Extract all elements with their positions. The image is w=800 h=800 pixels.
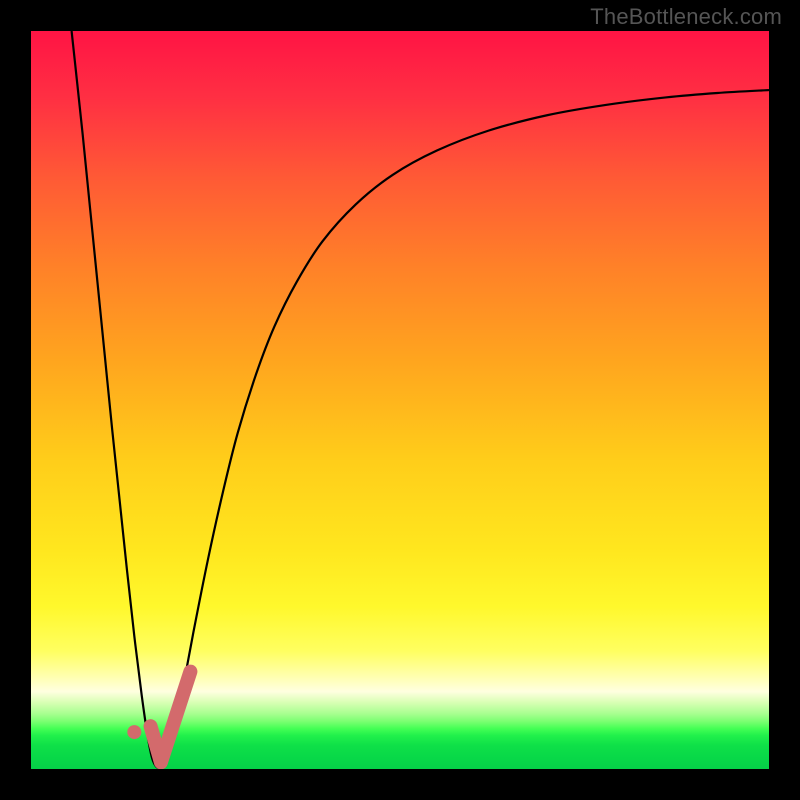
bottleneck-curve-svg: [31, 31, 769, 769]
plot-area: [31, 31, 769, 769]
watermark-text: TheBottleneck.com: [590, 4, 782, 30]
gradient-background: [31, 31, 769, 769]
marker-dot: [127, 725, 141, 739]
chart-outer: TheBottleneck.com: [0, 0, 800, 800]
